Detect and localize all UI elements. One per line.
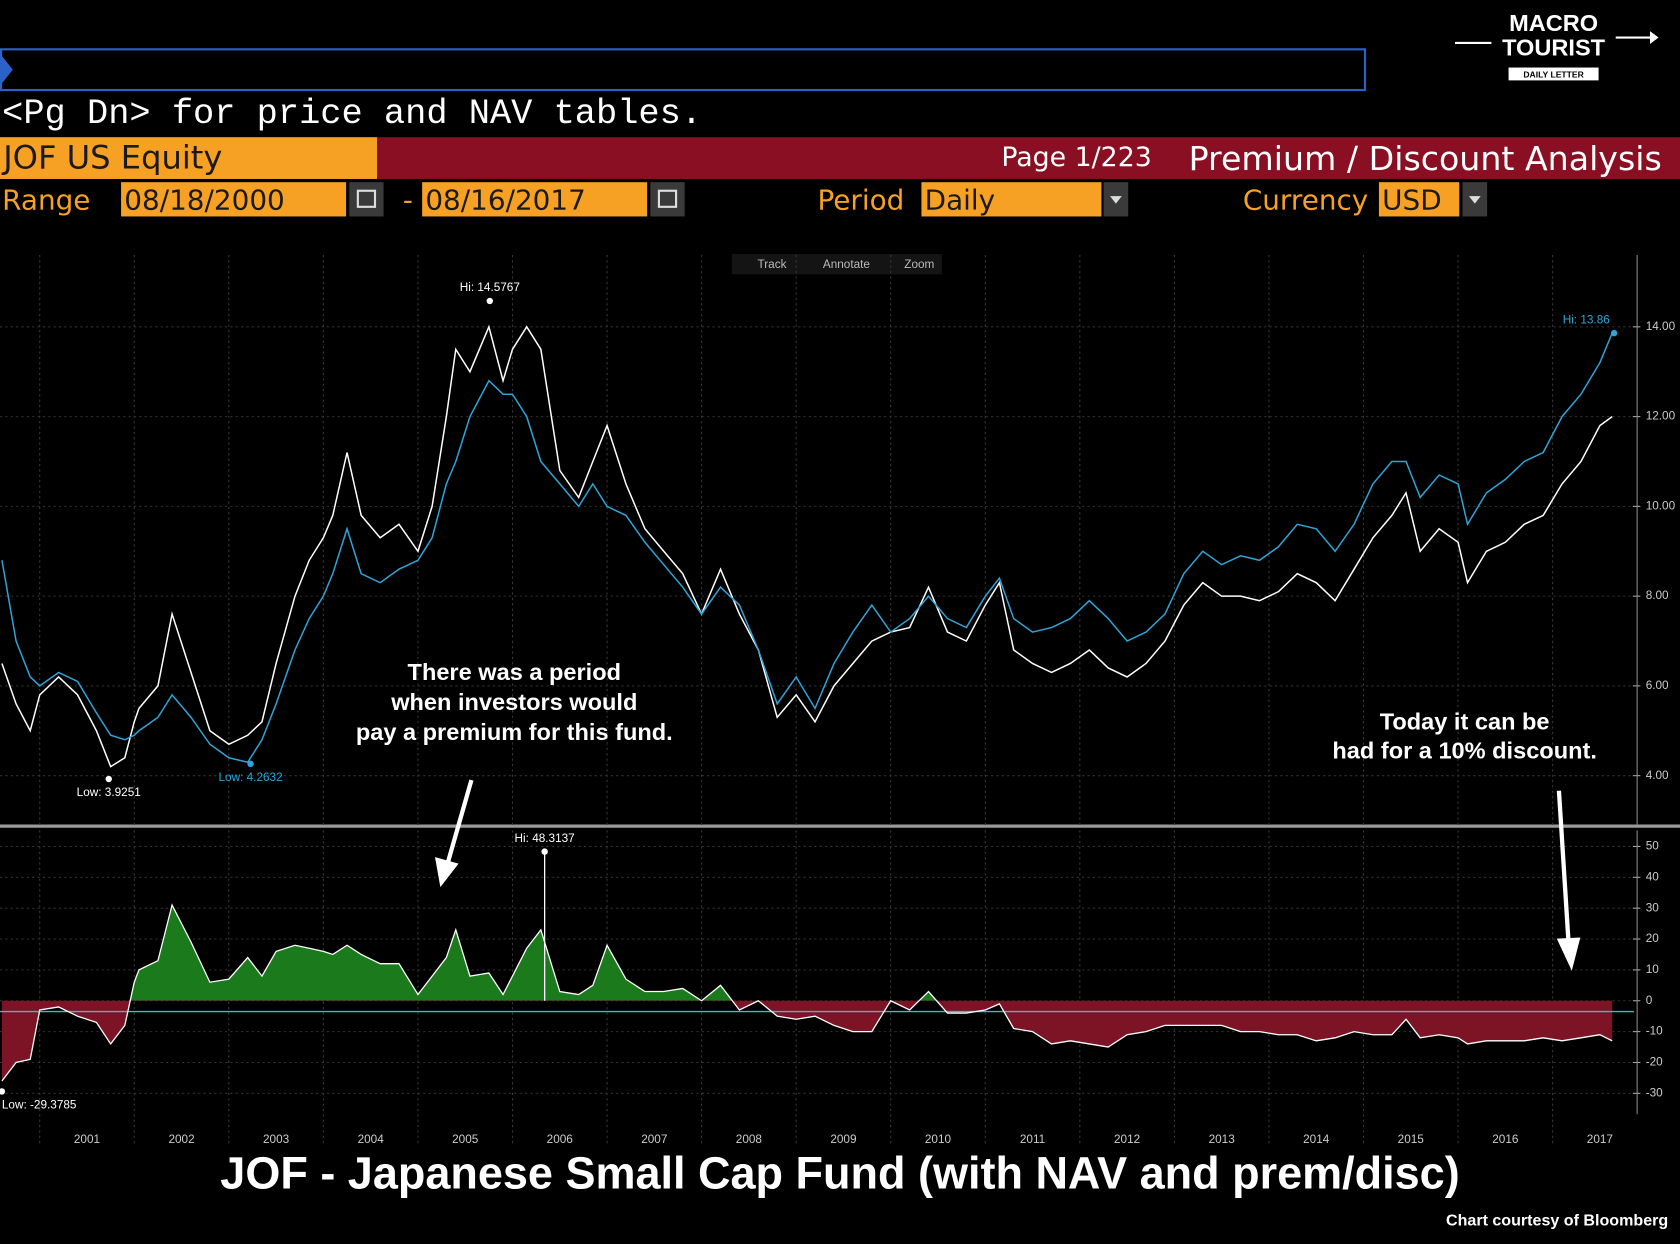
x-tick-label: 2010 — [925, 1133, 952, 1146]
price-line — [1, 332, 1613, 764]
y-tick-label: 50 — [1646, 840, 1660, 853]
currency-label: Currency — [1243, 183, 1368, 216]
calendar-icon — [356, 189, 377, 208]
toolbar-button[interactable]: Track — [758, 258, 787, 271]
command-input[interactable] — [0, 48, 1367, 92]
price-line — [1, 324, 1613, 768]
dropdown-arrow — [1110, 196, 1122, 204]
title-bar — [377, 137, 1680, 179]
toolbar-button[interactable]: Zoom — [904, 258, 934, 271]
currency-field[interactable] — [1378, 182, 1460, 217]
x-tick-label: 2014 — [1303, 1133, 1330, 1146]
x-tick-label: 2011 — [1020, 1133, 1045, 1146]
x-tick-label: 2013 — [1209, 1133, 1236, 1146]
logo-text: MACRO — [1509, 10, 1598, 36]
annotation-dot — [105, 775, 112, 783]
period-label: Period — [818, 183, 905, 216]
dropdown-arrow — [1468, 196, 1481, 204]
callout-text: when investors would — [390, 689, 637, 715]
period-field[interactable] — [921, 182, 1102, 217]
x-tick-label: 2009 — [830, 1133, 856, 1146]
x-tick-label: 2015 — [1398, 1133, 1425, 1146]
x-tick-label: 2006 — [547, 1133, 574, 1146]
y-tick-label: -30 — [1646, 1086, 1663, 1099]
calendar-icon — [657, 189, 678, 208]
annotation-dot — [541, 848, 548, 855]
y-tick-label: 10 — [1646, 963, 1660, 976]
x-tick-label: 2005 — [452, 1133, 479, 1146]
annotation-label: Hi: 48.3137 — [515, 832, 575, 845]
annotation-label: Hi: 14.5767 — [460, 281, 520, 294]
y-tick-label: 10.00 — [1646, 499, 1676, 512]
annotation-dot — [1610, 329, 1618, 337]
callout-arrow — [1556, 790, 1571, 944]
x-tick-label: 2002 — [168, 1133, 194, 1146]
start-date-field[interactable] — [121, 182, 347, 217]
footer-title: JOF - Japanese Small Cap Fund (with NAV … — [220, 1147, 1459, 1198]
x-tick-label: 2007 — [641, 1133, 667, 1146]
y-tick-label: -20 — [1646, 1056, 1663, 1069]
y-tick-label: 40 — [1646, 870, 1660, 883]
command-hint: <Pg Dn> for price and NAV tables. — [2, 94, 702, 134]
annotation-label: Low: 4.2632 — [219, 771, 283, 784]
calendar-button[interactable] — [349, 182, 384, 217]
y-tick-label: 12.00 — [1646, 410, 1676, 423]
page-number: Page 1/223 — [1001, 142, 1151, 173]
callout-text: pay a premium for this fund. — [356, 719, 673, 745]
y-tick-label: 8.00 — [1646, 589, 1669, 602]
callout-arrowhead — [1556, 937, 1581, 971]
annotation-dot — [486, 297, 494, 305]
range-dash: - — [403, 183, 413, 216]
premium-area — [1, 905, 1613, 1081]
logo-text: DAILY LETTER — [1523, 69, 1584, 79]
annotation-dot — [247, 760, 254, 768]
x-tick-label: 2003 — [263, 1133, 290, 1146]
annotation-label: Hi: 13.86 — [1563, 313, 1611, 326]
callout-arrowhead — [435, 857, 459, 888]
period: Daily — [925, 183, 995, 216]
x-tick-label: 2008 — [736, 1133, 763, 1146]
calendar-button[interactable] — [650, 182, 685, 217]
security-box — [0, 137, 378, 179]
y-tick-label: -10 — [1646, 1025, 1663, 1038]
annotation-label: Low: -29.3785 — [2, 1098, 77, 1111]
end-date-field[interactable] — [422, 182, 648, 217]
logo: MACRO TOURIST DAILY LETTER — [1455, 10, 1659, 81]
annotation-dot — [0, 1088, 6, 1095]
logo-arrow — [1650, 31, 1659, 44]
x-tick-label: 2004 — [358, 1133, 385, 1146]
callout-text: had for a 10% discount. — [1332, 737, 1596, 763]
currency: USD — [1382, 183, 1442, 216]
annotation-label: Low: 3.9251 — [77, 786, 141, 799]
logo-text: TOURIST — [1502, 35, 1606, 61]
x-tick-label: 2017 — [1587, 1133, 1613, 1146]
y-tick-label: 4.00 — [1646, 769, 1669, 782]
footer-credit: Chart courtesy of Bloomberg — [1446, 1212, 1668, 1230]
premium-line — [1, 903, 1613, 1082]
start-date: 08/18/2000 — [124, 183, 284, 216]
end-date: 08/16/2017 — [425, 183, 585, 216]
function-title: Premium / Discount Analysis — [1189, 139, 1662, 178]
input-caret — [0, 53, 13, 86]
callout-text: Today it can be — [1380, 708, 1550, 734]
toolbar-button[interactable]: Annotate — [823, 258, 871, 271]
chart-toolbar — [731, 253, 942, 275]
logo-ribbon — [1508, 67, 1599, 81]
security: JOF US Equity — [1, 139, 222, 177]
plots: -30 -20 -10 0 10 20 30 40 50 Hi: 48.3137 Low: -29.… — [0, 255, 1676, 1147]
y-tick-label: 0 — [1646, 994, 1653, 1007]
y-tick-label: 6.00 — [1646, 679, 1669, 692]
callout-arrow — [445, 779, 474, 864]
y-tick-label: 14.00 — [1646, 320, 1676, 333]
x-tick-label: 2016 — [1492, 1133, 1519, 1146]
y-tick-label: 20 — [1646, 932, 1660, 945]
x-tick-label: 2012 — [1114, 1133, 1140, 1146]
x-tick-label: 2001 — [74, 1133, 100, 1146]
callout-text: There was a period — [408, 659, 621, 685]
y-tick-label: 30 — [1646, 901, 1660, 914]
range-label: Range — [2, 183, 90, 216]
